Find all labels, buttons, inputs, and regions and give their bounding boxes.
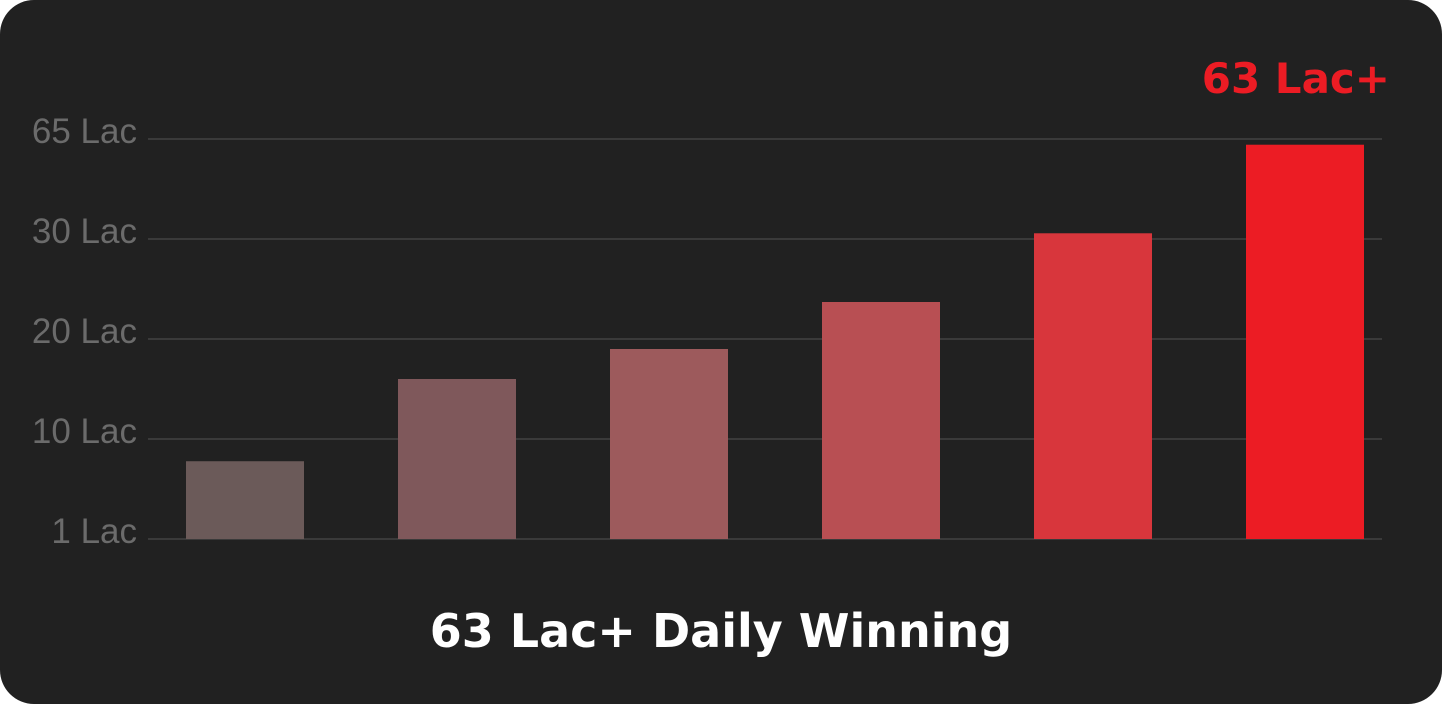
- y-tick-label: 65 Lac: [32, 112, 137, 151]
- y-tick-label: 30 Lac: [32, 212, 137, 251]
- chart-title: 63 Lac+ Daily Winning: [429, 604, 1013, 658]
- bar-1: [186, 461, 304, 539]
- y-axis-ticks: 1 Lac 10 Lac 20 Lac 30 Lac 65 Lac: [32, 112, 137, 551]
- y-tick-label: 10 Lac: [32, 412, 137, 451]
- bar-3: [610, 349, 728, 539]
- gridlines: [148, 138, 1382, 540]
- bars: [186, 144, 1364, 540]
- y-tick-label: 20 Lac: [32, 312, 137, 351]
- bar-4: [822, 302, 940, 539]
- bar-6: [1246, 144, 1364, 539]
- bar-5: [1034, 233, 1152, 540]
- y-tick-label: 1 Lac: [51, 512, 137, 551]
- bar-2: [398, 379, 516, 539]
- highlight-value-label: 63 Lac+: [1202, 54, 1390, 103]
